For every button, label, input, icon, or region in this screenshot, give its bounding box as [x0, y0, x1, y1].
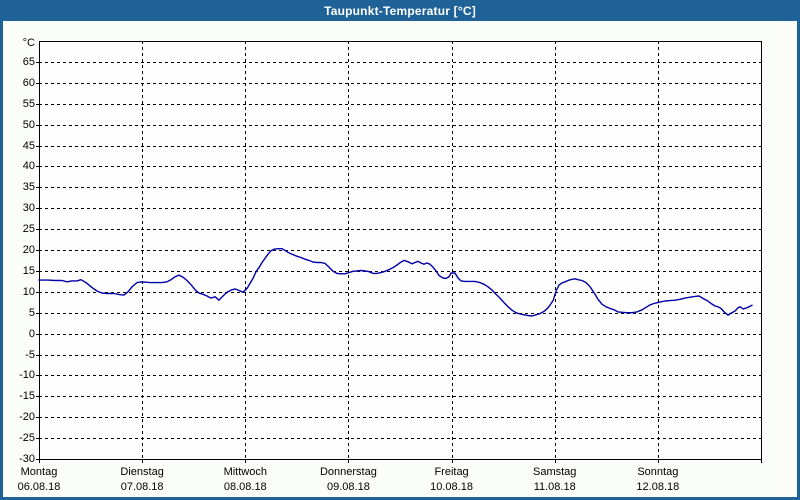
day-date: 10.08.18: [430, 481, 473, 493]
day-name: Samstag: [532, 466, 577, 478]
x-axis-day-label: Donnerstag 09.08.18: [293, 465, 403, 495]
day-name: Mittwoch: [223, 466, 267, 478]
y-axis-label: 65: [22, 56, 35, 68]
y-axis-label: 30: [22, 202, 35, 214]
y-axis-label: 35: [22, 181, 35, 193]
chart-canvas: [36, 41, 762, 463]
y-axis-label: -20: [19, 411, 35, 423]
day-name: Sonntag: [637, 466, 679, 478]
grid-layer: [39, 41, 761, 459]
dewpoint-line: [38, 247, 753, 317]
x-axis-day-label: Mittwoch 08.08.18: [190, 465, 300, 495]
x-axis-day-label: Montag 06.08.18: [3, 465, 94, 495]
y-axis-label: -25: [19, 432, 35, 444]
y-axis-label: -5: [25, 349, 35, 361]
day-date: 12.08.18: [636, 481, 680, 493]
y-axis-label: 15: [22, 265, 35, 277]
y-axis-label: 10: [22, 286, 35, 298]
chart-content: 65 60 55 50 45 40 35 30 25 20 15 10 5 0 -5 -10 -15 -20 -25…: [3, 21, 797, 497]
y-axis-label: 25: [22, 223, 35, 235]
y-axis-label: 0: [28, 328, 35, 340]
x-axis-day-label: Freitag 10.08.18: [397, 465, 507, 495]
y-axis-label: 20: [22, 244, 35, 256]
x-axis-day-label: Samstag 11.08.18: [500, 465, 610, 495]
y-axis-label: 40: [22, 160, 35, 172]
day-name: Freitag: [434, 466, 469, 478]
day-name: Donnerstag: [319, 466, 377, 478]
y-axis-label: -30: [19, 453, 35, 465]
y-axis-label: 55: [22, 98, 35, 110]
y-axis-label: -10: [19, 369, 35, 381]
day-date: 11.08.18: [533, 481, 576, 493]
y-axis-label: 5: [28, 307, 35, 319]
plot-frame: [39, 41, 762, 460]
axis-ticks: [36, 62, 762, 463]
y-axis-unit-label: °C: [22, 37, 35, 49]
x-axis-day-label: Dienstag 07.08.18: [87, 465, 197, 495]
day-date: 06.08.18: [17, 481, 61, 493]
day-date: 09.08.18: [327, 481, 370, 493]
day-date: 07.08.18: [120, 481, 164, 493]
day-name: Montag: [20, 466, 58, 478]
x-axis-day-label: Sonntag 12.08.18: [603, 465, 713, 495]
y-axis-label: -15: [19, 390, 35, 402]
window-titlebar: Taupunkt-Temperatur [°C]: [0, 0, 800, 21]
day-date: 08.08.18: [223, 481, 267, 493]
y-axis-label: 50: [22, 119, 35, 131]
y-axis-label: 45: [22, 140, 35, 152]
window-title: Taupunkt-Temperatur [°C]: [324, 3, 476, 18]
day-name: Dienstag: [120, 466, 164, 478]
y-axis-label: 60: [22, 77, 35, 89]
